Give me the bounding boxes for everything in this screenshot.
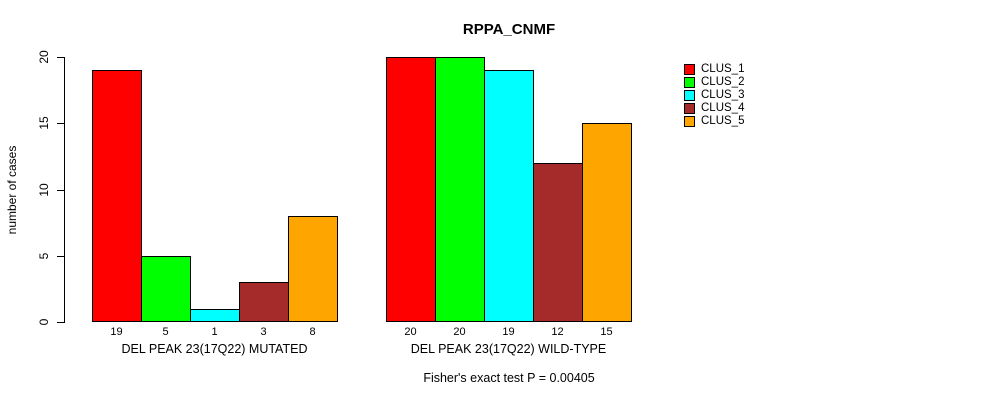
bar-value-label: 19 (502, 326, 515, 338)
bar-clus_5-group2 (582, 123, 632, 322)
bar-value-label: 19 (110, 326, 123, 338)
bar-clus_4-group2 (533, 163, 583, 322)
legend-swatch-clus_3 (684, 90, 695, 101)
bar-clus_3-group1 (190, 308, 240, 322)
fisher-test-annotation: Fisher's exact test P = 0.00405 (423, 371, 595, 385)
legend-label-clus_4: CLUS_4 (701, 102, 745, 114)
y-tick-mark (57, 322, 64, 323)
bar-value-label: 20 (404, 326, 417, 338)
bar-clus_5-group1 (288, 216, 338, 322)
y-tick-mark (57, 57, 64, 58)
y-tick-mark (57, 189, 64, 191)
bar-clus_1-group2 (386, 57, 436, 322)
bar-clus_4-group1 (239, 282, 289, 322)
bar-value-label: 3 (260, 326, 267, 338)
legend-swatch-clus_5 (684, 116, 695, 127)
bar-clus_2-group2 (435, 57, 485, 322)
y-tick-label: 5 (37, 252, 51, 260)
bar-clus_1-group1 (92, 70, 142, 322)
legend-swatch-clus_1 (684, 64, 695, 75)
y-tick-label: 0 (37, 318, 51, 326)
y-axis-line (64, 57, 65, 323)
bar-value-label: 5 (162, 326, 169, 338)
legend-label-clus_5: CLUS_5 (701, 115, 745, 127)
legend-label-clus_3: CLUS_3 (701, 89, 745, 101)
legend-label-clus_1: CLUS_1 (701, 63, 745, 75)
group-label-2: DEL PEAK 23(17Q22) WILD-TYPE (410, 342, 607, 356)
y-tick-mark (57, 255, 64, 257)
y-tick-label: 10 (37, 182, 51, 197)
legend-swatch-clus_2 (684, 77, 695, 88)
bar-value-label: 20 (453, 326, 466, 338)
bar-clus_2-group1 (141, 255, 191, 322)
bar-value-label: 15 (600, 326, 613, 338)
y-tick-label: 15 (37, 116, 51, 130)
y-tick-mark (57, 123, 64, 125)
y-tick-label: 20 (37, 50, 51, 64)
legend-swatch-clus_4 (684, 103, 695, 114)
legend-label-clus_2: CLUS_2 (701, 76, 745, 88)
bar-clus_3-group2 (484, 70, 534, 322)
bar-value-label: 1 (211, 326, 218, 338)
chart-title: RPPA_CNMF (462, 21, 556, 38)
bar-value-label: 8 (309, 326, 316, 338)
y-axis-label: number of cases (5, 145, 19, 235)
bar-value-label: 12 (551, 326, 564, 338)
group-label-1: DEL PEAK 23(17Q22) MUTATED (121, 342, 308, 356)
